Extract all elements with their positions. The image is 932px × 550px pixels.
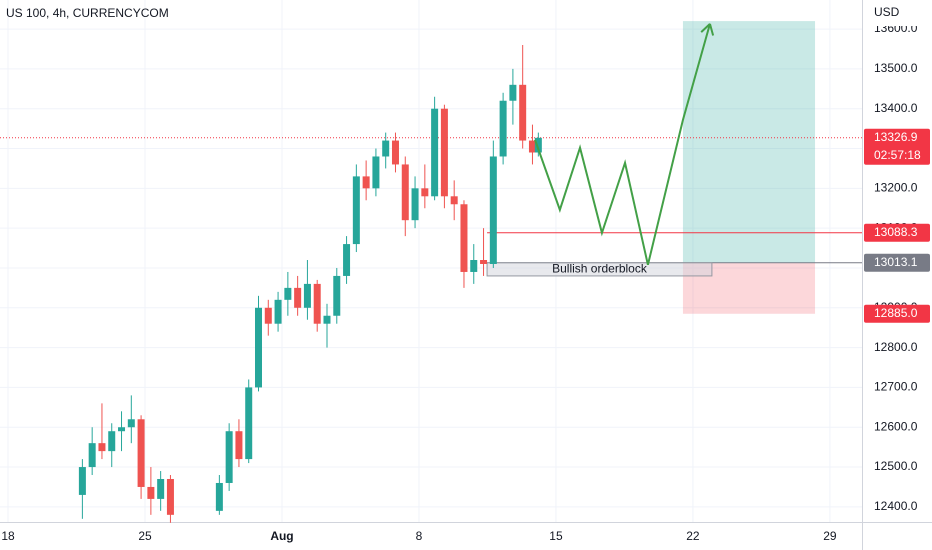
price-tag [864, 128, 930, 165]
candle-body [264, 307, 272, 324]
candle-body [372, 156, 380, 189]
candle-body [382, 140, 390, 157]
candle-body [401, 164, 409, 221]
y-tick-label: 12400.0 [874, 499, 918, 513]
x-tick-label: Aug [270, 529, 293, 543]
grid [0, 0, 862, 522]
price-tag-label: 13013.1 [874, 255, 918, 269]
projection-arrowhead [708, 23, 715, 36]
candle-body [470, 260, 478, 272]
candle-body [411, 188, 419, 221]
candle-body [235, 431, 243, 460]
candle-body [245, 387, 253, 460]
candle-body [450, 196, 458, 205]
candle-body [157, 478, 165, 499]
price-tag [864, 253, 930, 272]
candle-body [509, 84, 517, 101]
price-tag-label: 02:57:18 [874, 148, 921, 162]
candle-body [215, 482, 223, 511]
x-tick-label: 22 [686, 529, 700, 543]
candle-body [108, 431, 116, 452]
y-tick-label: 13200.0 [874, 181, 918, 195]
projection-path [534, 23, 711, 266]
candle-body [431, 108, 439, 197]
orderblock-label: Bullish orderblock [552, 262, 648, 276]
candle-body [460, 204, 468, 272]
candle-body [480, 260, 488, 264]
y-tick-label: 12700.0 [874, 380, 918, 394]
candle-body [440, 108, 448, 197]
candle-body [225, 431, 233, 483]
x-tick-label: 18 [1, 529, 15, 543]
candle-body [255, 307, 263, 388]
candle-body [78, 467, 86, 495]
candle-body [534, 137, 542, 153]
target-zone [682, 21, 816, 263]
y-tick-label: 12500.0 [874, 459, 918, 473]
candle-body [88, 443, 96, 468]
candle-body [118, 427, 126, 432]
currency: USD [874, 5, 900, 19]
candle-body [127, 419, 135, 428]
candle-body [294, 287, 302, 308]
candle-body [421, 188, 429, 197]
y-tick-label: 12600.0 [874, 419, 918, 433]
y-tick-label: 12800.0 [874, 340, 918, 354]
candle-body [98, 443, 106, 452]
candle-body [147, 486, 155, 499]
candle-body [528, 140, 536, 153]
candle-body [362, 176, 370, 189]
candle-body [489, 156, 497, 264]
chart-title: US 100, 4h, CURRENCYCOM [6, 6, 169, 20]
candle-body [303, 283, 311, 308]
candle-body [519, 84, 527, 141]
y-tick-label: 13500.0 [874, 61, 918, 75]
candle-body [323, 315, 331, 324]
orderblock [486, 262, 713, 277]
candle-body [499, 100, 507, 157]
candle-body [284, 287, 292, 300]
axis: 12400.012500.012600.012700.012800.012900… [1, 21, 930, 543]
candle-body [137, 419, 145, 487]
price-tag [864, 304, 930, 323]
price-tag-label: 12885.0 [874, 306, 918, 320]
y-tick-label: 13400.0 [874, 101, 918, 115]
candle-body [313, 283, 321, 324]
candle-body [166, 478, 174, 515]
plot: Bullish orderblock [0, 21, 862, 523]
candle-body [391, 140, 399, 165]
x-tick-label: 29 [823, 529, 837, 543]
price-tag [864, 223, 930, 242]
x-tick-label: 25 [138, 529, 152, 543]
candle-body [343, 244, 351, 276]
candle-body [333, 275, 341, 316]
currency-bg [864, 0, 932, 26]
price-tag-label: 13326.9 [874, 130, 918, 144]
candle-body [352, 176, 360, 245]
candle-body [274, 299, 282, 324]
x-tick-label: 15 [549, 529, 563, 543]
price-tag-label: 13088.3 [874, 225, 918, 239]
x-tick-label: 8 [416, 529, 423, 543]
projection-arrowhead [700, 23, 711, 33]
